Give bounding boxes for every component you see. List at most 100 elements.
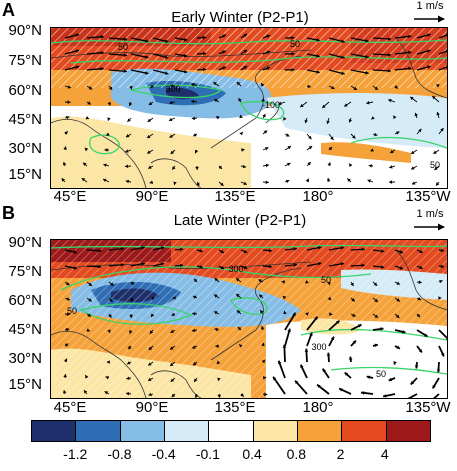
panel-b-ref-vector-label: 1 m/s (416, 208, 444, 220)
wind-vector-head (120, 247, 124, 251)
wind-vector-head (304, 348, 309, 352)
anomaly-region (166, 87, 199, 100)
wind-vector-head (394, 85, 398, 89)
wind-vector-head (61, 178, 65, 182)
wind-vector-head (436, 84, 440, 88)
wind-vector-head (141, 261, 145, 266)
wind-vector-head (340, 246, 344, 250)
wind-vector-head (300, 364, 304, 369)
wind-vector-head (327, 281, 331, 286)
wind-vector-head (103, 163, 107, 167)
wind-vector-head (239, 131, 243, 136)
coastline (265, 107, 280, 124)
contour-label: 50 (321, 275, 331, 285)
wind-vector-head (145, 39, 149, 43)
wind-vector-head (292, 312, 296, 317)
wind-vector-head (291, 68, 295, 72)
wind-vector-head (348, 119, 353, 123)
wind-vector-head (440, 128, 444, 132)
colorbar-segment (297, 421, 343, 441)
wind-vector-head (129, 86, 133, 90)
panel-a-xlabel-135w: 135°W (405, 188, 451, 205)
wind-vector-head (349, 163, 353, 168)
coastline (395, 249, 447, 311)
wind-vector (277, 360, 286, 379)
wind-vector-head (344, 103, 348, 107)
wind-vector-head (316, 70, 320, 74)
wind-vector-head (179, 247, 184, 252)
wind-vector-head (374, 86, 378, 90)
wind-vector-head (389, 180, 393, 184)
wind-vector-head (88, 282, 92, 286)
wind-vector-head (170, 362, 174, 366)
colorbar-tick-label: 0.8 (286, 446, 307, 462)
wind-vector-head (123, 53, 127, 57)
wind-vector-head (393, 361, 397, 365)
wind-vector-head (410, 96, 414, 101)
wind-vector-head (151, 296, 155, 300)
wind-vector-head (160, 262, 165, 266)
wind-vector-head (370, 148, 374, 152)
wind-vector-head (259, 294, 263, 298)
wind-vector-head (125, 179, 130, 184)
wind-vector-head (283, 116, 287, 121)
wind-vector-head (125, 164, 129, 169)
wind-vector-head (331, 85, 335, 90)
wind-vector-head (236, 278, 240, 282)
wind-vector-head (418, 349, 422, 353)
wind-vector-head (63, 146, 67, 150)
wind-vector-head (237, 327, 242, 331)
panel-a-xlabel-90e: 90°E (135, 188, 169, 205)
wind-vector-head (395, 314, 400, 318)
panel-a-ylabel-15n: 15°N (8, 166, 42, 183)
wind-vector-head (164, 39, 169, 43)
wind-vector-head (191, 116, 196, 121)
panel-b-ylabel-45n: 45°N (8, 321, 42, 338)
wind-vector-head (339, 388, 343, 392)
wind-vector-head (350, 282, 354, 286)
wind-vector-head (147, 134, 151, 138)
wind-vector-head (414, 365, 419, 369)
panel-a-xlabel-180: 180° (302, 188, 334, 205)
wind-vector-head (160, 246, 165, 250)
wind-vector-head (145, 55, 149, 59)
wind-vector-head (387, 53, 391, 57)
panel-b-ylabel-60n: 60°N (8, 292, 42, 309)
wind-vector-head (87, 313, 92, 317)
wind-vector-head (192, 295, 197, 299)
wind-vector-head (411, 181, 416, 185)
contour-line (51, 39, 447, 45)
wind-vector (438, 34, 447, 39)
wind-vector-head (66, 327, 70, 332)
contour-line (51, 244, 447, 249)
wind-vector-head (322, 104, 326, 108)
wind-vector-head (148, 392, 152, 397)
wind-vector-head (314, 316, 318, 321)
wind-vector-head (67, 100, 71, 104)
wind-vector-head (129, 297, 134, 302)
wind-vector-head (308, 135, 312, 140)
wind-vector-head (291, 52, 295, 56)
wind-vector-head (434, 166, 438, 170)
wind-vector-head (73, 266, 77, 270)
wind-vector-head (408, 34, 412, 39)
wind-vector-head (191, 83, 195, 87)
wind-vector-head (399, 266, 404, 270)
contour-line (300, 328, 447, 341)
wind-vector-head (436, 112, 440, 116)
wind-vector-head (322, 368, 326, 373)
wind-vector (438, 50, 447, 55)
wind-vector-head (106, 132, 110, 136)
wind-vector-head (261, 98, 265, 102)
panel-b-title: Late Winter (P2-P1) (173, 212, 307, 229)
wind-vector-head (278, 101, 282, 106)
wind-vector-head (374, 132, 378, 137)
wind-vector-field (62, 245, 447, 398)
wind-vector-head (374, 314, 378, 318)
panel-b-xlabel-180: 180° (302, 399, 334, 416)
wind-vector-head (150, 84, 155, 88)
wind-vector-head (326, 178, 331, 182)
wind-vector-head (396, 298, 400, 302)
wind-vector-head (193, 362, 197, 366)
contour-line (130, 84, 223, 99)
